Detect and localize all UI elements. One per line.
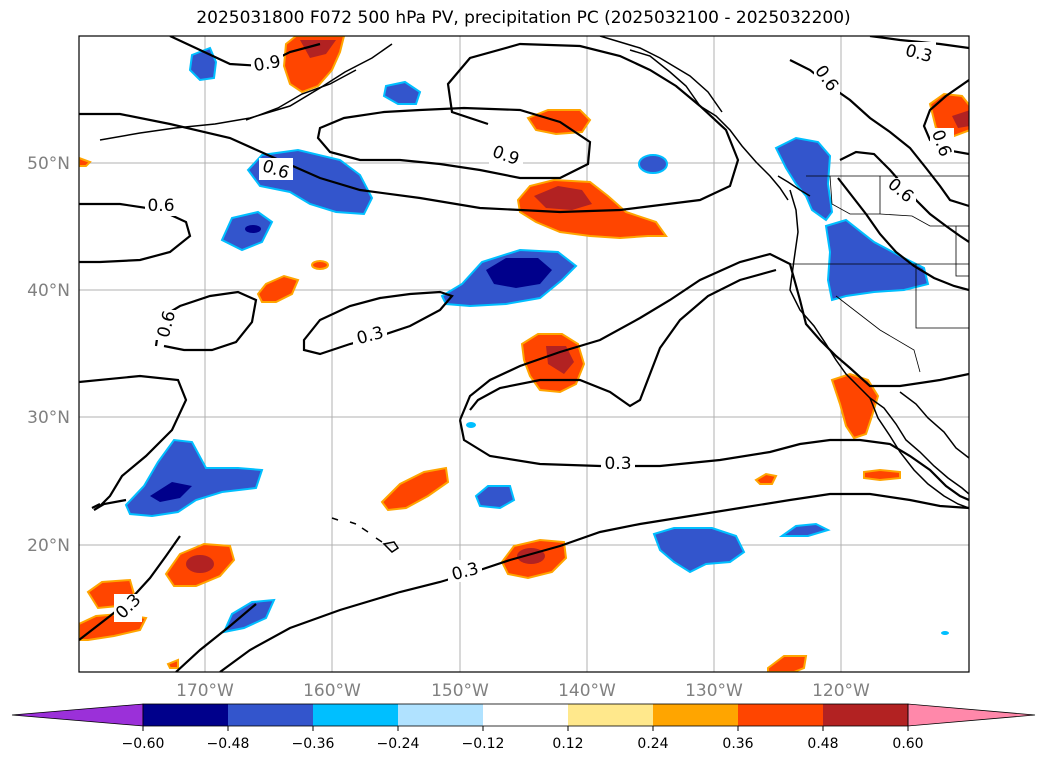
lon-label: 170°W (176, 681, 234, 701)
map-title: 2025031800 F072 500 hPa PV, precipitatio… (196, 8, 851, 28)
pv-contours (79, 36, 969, 672)
colorbar-segment (653, 704, 738, 726)
colorbar-extension-high (907, 703, 1036, 727)
colorbar-label: 0.48 (807, 736, 838, 752)
colorbar-segment (568, 704, 653, 726)
colorbar-extension-low (11, 703, 144, 727)
contour-label: 0.9 (252, 52, 282, 76)
colorbar-frame (142, 703, 909, 727)
lat-label: 30°N (27, 408, 70, 428)
colorbar-segment (738, 704, 823, 726)
lon-label: 150°W (431, 681, 489, 701)
colorbar: −0.60 −0.48 −0.36 −0.24 −0.12 0.12 0.24 0.36 0.4… (11, 703, 1036, 752)
colorbar-label: 0.60 (892, 736, 923, 752)
colorbar-label: 0.24 (637, 736, 668, 752)
colorbar-segment (483, 704, 568, 726)
colorbar-segment (313, 704, 398, 726)
colorbar-label: −0.12 (462, 736, 505, 752)
contour-label: 0.6 (147, 196, 174, 216)
lat-label: 50°N (27, 154, 70, 174)
lon-label: 130°W (685, 681, 743, 701)
lon-label: 120°W (812, 681, 870, 701)
colorbar-segment (228, 704, 313, 726)
lat-label: 40°N (27, 281, 70, 301)
colorbar-label: −0.36 (292, 736, 335, 752)
latitude-labels: 50°N 40°N 30°N 20°N (27, 154, 70, 556)
contour-label: 0.3 (604, 454, 631, 474)
colorbar-label: 0.12 (552, 736, 583, 752)
colorbar-segment (143, 704, 228, 726)
colorbar-segment (398, 704, 483, 726)
lat-label: 20°N (27, 536, 70, 556)
negative-pc-regions (124, 46, 949, 635)
state-borders (790, 175, 969, 373)
colorbar-label: −0.48 (207, 736, 250, 752)
colorbar-segment (823, 704, 908, 726)
colorbar-label: −0.24 (377, 736, 420, 752)
colorbar-label: −0.60 (122, 736, 165, 752)
colorbar-label: 0.36 (722, 736, 753, 752)
lon-label: 140°W (558, 681, 616, 701)
map-frame (78, 35, 970, 673)
lon-label: 160°W (303, 681, 361, 701)
coastlines (99, 36, 969, 553)
longitude-labels: 170°W 160°W 150°W 140°W 130°W 120°W (176, 681, 870, 701)
